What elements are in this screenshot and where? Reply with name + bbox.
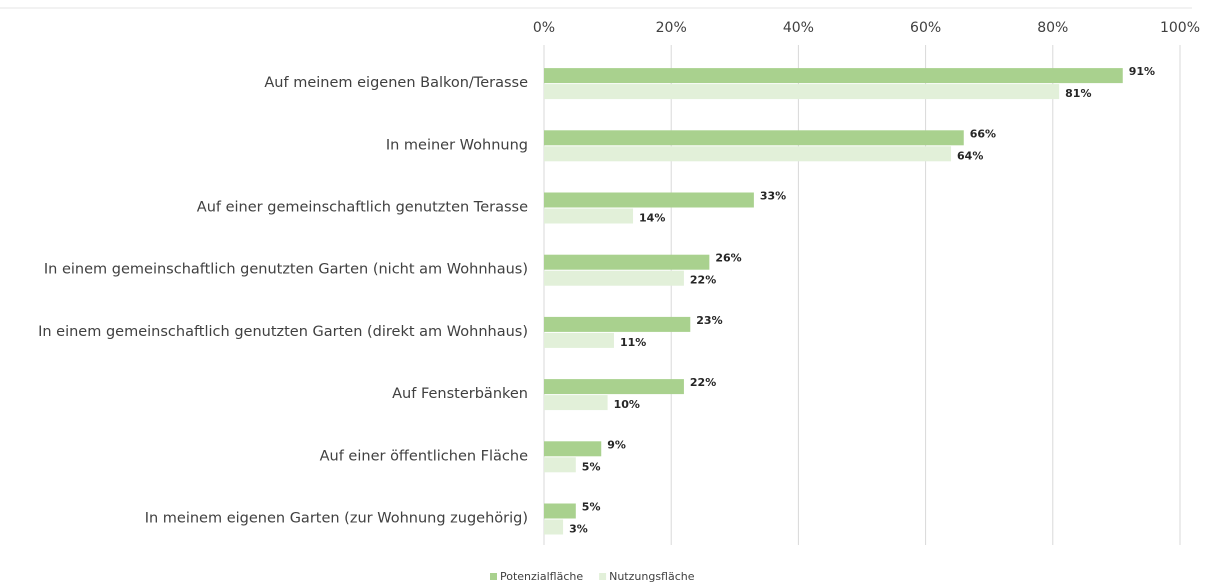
legend-swatch bbox=[490, 573, 497, 580]
legend-swatch bbox=[599, 573, 607, 580]
legend-label: Nutzungsfläche bbox=[609, 570, 695, 583]
x-tick-label: 100% bbox=[1160, 20, 1200, 36]
data-label: 33% bbox=[760, 190, 786, 203]
data-label: 23% bbox=[696, 314, 722, 327]
data-label: 11% bbox=[620, 336, 646, 349]
data-label: 81% bbox=[1065, 87, 1091, 100]
legend-label: Potenzialfläche bbox=[500, 570, 583, 583]
data-label: 66% bbox=[970, 127, 996, 140]
bar bbox=[544, 146, 952, 162]
data-label: 9% bbox=[607, 438, 626, 451]
category-label: Auf meinem eigenen Balkon/Terasse bbox=[264, 75, 528, 91]
bar bbox=[544, 208, 634, 224]
bar bbox=[544, 379, 684, 395]
x-tick-label: 0% bbox=[533, 20, 555, 36]
bar bbox=[544, 503, 576, 519]
bar bbox=[544, 270, 684, 286]
bar bbox=[544, 84, 1060, 100]
data-label: 22% bbox=[690, 274, 716, 287]
bar bbox=[544, 395, 608, 411]
data-label: 5% bbox=[582, 460, 601, 473]
data-label: 14% bbox=[639, 212, 665, 225]
data-label: 64% bbox=[957, 149, 983, 162]
category-label: Auf Fensterbänken bbox=[392, 386, 528, 402]
data-label: 5% bbox=[582, 501, 601, 514]
category-label: In meiner Wohnung bbox=[386, 137, 528, 153]
bar bbox=[544, 316, 691, 332]
bar bbox=[544, 441, 602, 457]
data-label: 10% bbox=[614, 398, 640, 411]
x-tick-label: 40% bbox=[783, 20, 814, 36]
category-label: Auf einer öffentlichen Fläche bbox=[320, 448, 528, 464]
bar bbox=[544, 192, 754, 208]
category-label: Auf einer gemeinschaftlich genutzten Ter… bbox=[197, 200, 528, 216]
bar bbox=[544, 332, 614, 348]
x-tick-label: 60% bbox=[910, 20, 941, 36]
category-label: In einem gemeinschaftlich genutzten Gart… bbox=[38, 324, 528, 340]
bar bbox=[544, 130, 964, 146]
category-label: In meinem eigenen Garten (zur Wohnung zu… bbox=[145, 511, 528, 527]
category-label: In einem gemeinschaftlich genutzten Gart… bbox=[44, 262, 528, 278]
bar bbox=[544, 519, 564, 535]
data-label: 26% bbox=[715, 252, 741, 265]
data-label: 91% bbox=[1129, 65, 1155, 78]
data-label: 22% bbox=[690, 376, 716, 389]
data-label: 3% bbox=[569, 523, 588, 536]
x-tick-label: 80% bbox=[1037, 20, 1068, 36]
bar bbox=[544, 68, 1123, 84]
x-tick-label: 20% bbox=[656, 20, 687, 36]
bar bbox=[544, 254, 710, 270]
bar bbox=[544, 457, 576, 473]
